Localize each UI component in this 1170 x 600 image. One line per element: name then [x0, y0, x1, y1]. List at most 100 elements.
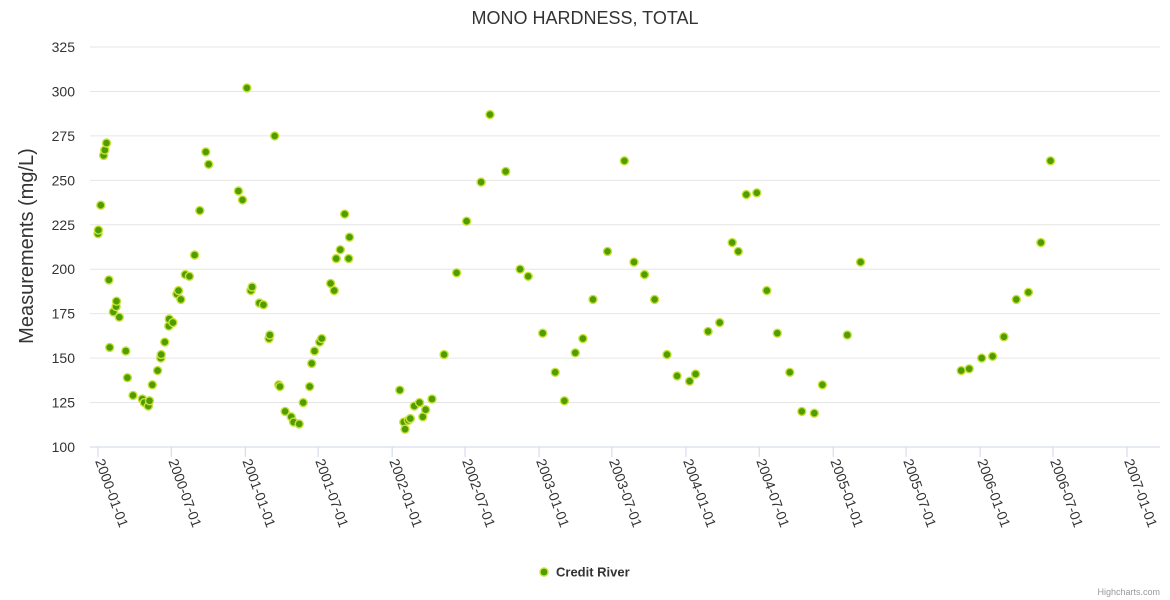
- data-point[interactable]: [817, 380, 828, 390]
- data-point[interactable]: [144, 396, 155, 406]
- data-point[interactable]: [309, 346, 320, 356]
- data-point[interactable]: [147, 380, 158, 390]
- data-point[interactable]: [121, 346, 131, 356]
- data-point[interactable]: [329, 285, 339, 296]
- data-point[interactable]: [741, 189, 751, 200]
- data-point[interactable]: [414, 397, 425, 408]
- data-point[interactable]: [762, 285, 772, 296]
- data-point[interactable]: [727, 237, 737, 248]
- data-point[interactable]: [559, 396, 570, 406]
- data-point[interactable]: [189, 250, 200, 260]
- data-point[interactable]: [476, 177, 486, 187]
- data-point[interactable]: [335, 244, 345, 255]
- data-point[interactable]: [439, 349, 449, 360]
- data-point[interactable]: [956, 365, 966, 376]
- data-point[interactable]: [122, 373, 133, 383]
- data-point[interactable]: [639, 269, 650, 280]
- data-point[interactable]: [344, 232, 355, 242]
- data-point[interactable]: [344, 253, 354, 264]
- data-point[interactable]: [570, 348, 580, 358]
- data-point[interactable]: [752, 188, 762, 198]
- data-point[interactable]: [672, 371, 682, 381]
- data-point[interactable]: [649, 294, 660, 305]
- data-point[interactable]: [523, 271, 533, 281]
- data-point[interactable]: [247, 282, 257, 292]
- data-point[interactable]: [305, 381, 315, 392]
- data-point[interactable]: [1023, 287, 1034, 297]
- data-point[interactable]: [195, 205, 205, 216]
- data-point[interactable]: [629, 257, 639, 267]
- data-point[interactable]: [242, 83, 252, 93]
- data-point[interactable]: [258, 300, 269, 310]
- data-point[interactable]: [1045, 156, 1056, 166]
- data-point[interactable]: [703, 326, 713, 337]
- data-point[interactable]: [104, 342, 115, 353]
- data-point[interactable]: [184, 271, 195, 281]
- data-point[interactable]: [176, 294, 186, 305]
- legend-item-credit-river[interactable]: Credit River: [556, 565, 630, 580]
- data-point[interactable]: [977, 353, 987, 363]
- data-point[interactable]: [203, 159, 214, 170]
- data-point[interactable]: [855, 257, 866, 267]
- data-point[interactable]: [317, 333, 327, 344]
- data-point[interactable]: [964, 364, 974, 374]
- data-point[interactable]: [619, 156, 630, 166]
- data-point[interactable]: [715, 317, 725, 328]
- data-point[interactable]: [501, 166, 511, 177]
- series-credit-river[interactable]: [93, 83, 1056, 434]
- data-point[interactable]: [275, 381, 285, 392]
- data-point[interactable]: [101, 138, 112, 148]
- data-point[interactable]: [515, 264, 525, 274]
- data-point[interactable]: [280, 406, 290, 417]
- data-point[interactable]: [93, 225, 104, 235]
- data-point[interactable]: [331, 253, 341, 264]
- data-point[interactable]: [325, 278, 336, 289]
- data-point[interactable]: [96, 200, 106, 210]
- data-point[interactable]: [420, 405, 431, 415]
- legend[interactable]: Credit River: [539, 565, 630, 580]
- data-point[interactable]: [684, 376, 695, 386]
- data-point[interactable]: [602, 246, 613, 257]
- data-point[interactable]: [809, 408, 819, 418]
- data-point[interactable]: [999, 332, 1009, 342]
- data-point[interactable]: [298, 397, 308, 408]
- data-point[interactable]: [395, 385, 405, 395]
- data-point[interactable]: [662, 349, 672, 360]
- data-point[interactable]: [1011, 294, 1021, 305]
- data-point[interactable]: [797, 406, 807, 417]
- data-point[interactable]: [538, 328, 548, 338]
- data-point[interactable]: [405, 413, 415, 424]
- data-point[interactable]: [578, 333, 588, 344]
- data-point[interactable]: [128, 390, 138, 401]
- data-point[interactable]: [114, 312, 125, 322]
- data-point[interactable]: [201, 147, 211, 157]
- data-point[interactable]: [160, 337, 170, 347]
- data-point[interactable]: [588, 294, 598, 305]
- data-point[interactable]: [111, 296, 122, 306]
- data-point[interactable]: [772, 328, 782, 338]
- data-point[interactable]: [237, 195, 248, 205]
- data-point[interactable]: [690, 369, 701, 379]
- data-point[interactable]: [265, 330, 275, 340]
- data-point[interactable]: [451, 268, 462, 278]
- data-point[interactable]: [400, 424, 410, 434]
- data-point[interactable]: [233, 186, 244, 196]
- data-point[interactable]: [461, 216, 472, 226]
- data-point[interactable]: [485, 109, 495, 120]
- data-point[interactable]: [842, 330, 852, 340]
- data-point[interactable]: [307, 358, 317, 369]
- data-point[interactable]: [1036, 237, 1046, 248]
- data-point[interactable]: [173, 285, 184, 296]
- data-point[interactable]: [427, 394, 437, 404]
- data-point[interactable]: [785, 367, 795, 377]
- credits-link[interactable]: Highcharts.com: [1097, 587, 1160, 597]
- data-point[interactable]: [270, 131, 280, 141]
- data-point[interactable]: [156, 349, 166, 360]
- data-point[interactable]: [340, 209, 350, 219]
- data-point[interactable]: [168, 317, 178, 328]
- data-point[interactable]: [104, 275, 114, 285]
- data-point[interactable]: [733, 246, 743, 257]
- legend-marker[interactable]: [539, 567, 549, 577]
- data-point[interactable]: [294, 419, 304, 429]
- data-point[interactable]: [550, 367, 560, 377]
